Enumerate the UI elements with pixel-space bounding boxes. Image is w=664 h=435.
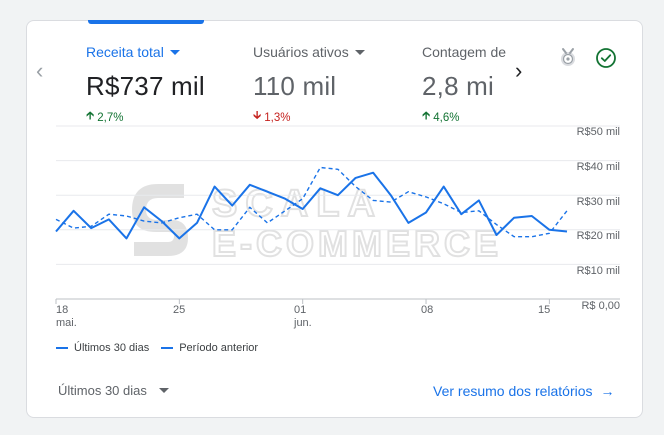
x-tick-month: jun. [294, 317, 312, 329]
metric-label[interactable]: Contagem de [422, 44, 506, 60]
metric-change-value: 1,3% [264, 111, 291, 124]
date-range-label: Últimos 30 dias [58, 383, 147, 398]
metric-label-text: Contagem de [422, 44, 507, 60]
chevron-right-icon[interactable]: › [515, 58, 523, 83]
chevron-left-icon[interactable]: ‹ [36, 58, 44, 83]
x-tick-label: 15 [538, 304, 550, 317]
active-metric-indicator [88, 20, 204, 24]
metric-receita-total[interactable]: Receita total R$737 mil 🡱 2,7% [86, 44, 205, 127]
y-tick-label: R$30 mil [576, 196, 620, 208]
metric-usuarios-ativos[interactable]: Usuários ativos 110 mil 🡳 1,3% [253, 44, 365, 127]
metric-label[interactable]: Usuários ativos [253, 44, 365, 60]
metric-change-value: 4,6% [433, 111, 460, 124]
arrow-up-icon: 🡱 [422, 110, 431, 122]
metric-label-text: Usuários ativos [253, 44, 349, 60]
x-tick-day: 08 [421, 304, 434, 316]
chevron-down-icon[interactable] [354, 49, 365, 55]
view-reports-link[interactable]: Ver resumo dos relatórios → [433, 383, 615, 399]
date-range-selector[interactable]: Últimos 30 dias [58, 383, 169, 398]
legend-item-previous: Período anterior [161, 342, 258, 354]
series-line-last-30-days [55, 171, 568, 240]
arrow-down-icon: 🡳 [253, 110, 262, 122]
x-tick-label: 08 [421, 304, 433, 317]
x-tick-day: 25 [173, 304, 186, 316]
arrow-right-icon: → [600, 383, 615, 399]
x-tick-month: mai. [56, 317, 77, 329]
legend-item-current: Últimos 30 dias [56, 342, 149, 354]
metric-change: 🡳 1,3% [253, 108, 290, 127]
analytics-summary-card [26, 20, 643, 418]
metric-label-text: Receita total [86, 44, 164, 60]
chevron-down-icon [158, 388, 169, 393]
metric-change-value: 2,7% [97, 111, 124, 124]
y-tick-label: R$10 mil [576, 265, 620, 277]
legend-swatch-dashed [161, 347, 174, 349]
series-line-previous-period [55, 166, 568, 238]
legend-label: Período anterior [179, 342, 259, 354]
y-tick-label: R$ 0,00 [581, 300, 620, 312]
x-tick-label: 01 jun. [294, 304, 312, 330]
x-tick-day: 15 [538, 304, 551, 316]
metric-change: 🡱 2,7% [86, 108, 123, 127]
y-tick-label: R$20 mil [576, 230, 620, 242]
y-tick-label: R$40 mil [576, 161, 620, 173]
insights-badge-icon[interactable] [555, 45, 581, 71]
metric-contagem[interactable]: Contagem de 2,8 mi 🡱 4,6% [422, 44, 512, 127]
x-tick-day: 01 [294, 304, 307, 316]
check-circle-icon[interactable] [593, 45, 619, 71]
chevron-down-icon[interactable] [169, 49, 180, 55]
metric-value: 110 mil [253, 71, 337, 101]
metric-value: R$737 mil [86, 71, 205, 101]
view-reports-label: Ver resumo dos relatórios [433, 383, 593, 399]
metric-label[interactable]: Receita total [86, 44, 180, 60]
metric-value: 2,8 mi [422, 71, 495, 101]
arrow-up-icon: 🡱 [86, 110, 95, 122]
legend-swatch-solid [56, 347, 68, 349]
legend-label: Últimos 30 dias [74, 342, 150, 354]
x-tick-label: 25 [173, 304, 185, 317]
x-tick-day: 18 [56, 304, 69, 316]
metric-change: 🡱 4,6% [422, 108, 459, 127]
x-tick-label: 18 mai. [56, 304, 77, 330]
chart-legend: Últimos 30 dias Período anterior [56, 342, 270, 354]
y-tick-label: R$50 mil [576, 126, 620, 138]
